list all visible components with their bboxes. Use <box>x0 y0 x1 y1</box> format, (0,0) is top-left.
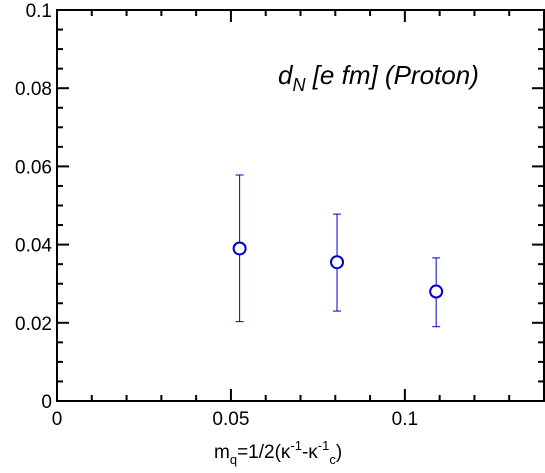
x-tick-label: 0.05 <box>212 409 249 430</box>
x-axis-label: mq=1/2(κ-1-κ-1c) <box>214 438 342 467</box>
y-tick-label: 0 <box>41 392 52 413</box>
title-subscript: N <box>292 75 306 95</box>
x-tick-label: 0.1 <box>392 409 418 430</box>
data-point-marker <box>429 284 444 299</box>
xlabel-sup-2: -1 <box>318 438 330 453</box>
y-tick-label: 0.1 <box>26 1 52 22</box>
y-tick-label: 0.06 <box>15 157 52 178</box>
x-tick-label: 0 <box>52 409 63 430</box>
plot-frame <box>56 9 545 402</box>
y-tick-label: 0.02 <box>15 314 52 335</box>
tick-labels: 0 0.05 0.1 0 0.02 0.04 0.06 0.08 0.1 <box>15 1 418 430</box>
title-rest: [e fm] (Proton) <box>305 60 478 90</box>
data-layer <box>232 174 444 328</box>
xlabel-sub-2: c <box>329 452 336 467</box>
xlabel-part-2: =1/2(κ <box>237 442 291 463</box>
chart-title: dN [e fm] (Proton) <box>278 60 479 95</box>
data-point-marker <box>232 241 247 256</box>
xlabel-part-4: ) <box>336 442 342 463</box>
xlabel-sup-1: -1 <box>290 438 302 453</box>
title-main: d <box>278 60 294 90</box>
xlabel-part-1: m <box>214 442 230 463</box>
data-point-marker <box>330 255 345 270</box>
xlabel-part-3: -κ <box>302 442 318 463</box>
y-tick-label: 0.04 <box>15 236 52 257</box>
y-tick-label: 0.08 <box>15 79 52 100</box>
xlabel-sub-1: q <box>230 452 237 467</box>
